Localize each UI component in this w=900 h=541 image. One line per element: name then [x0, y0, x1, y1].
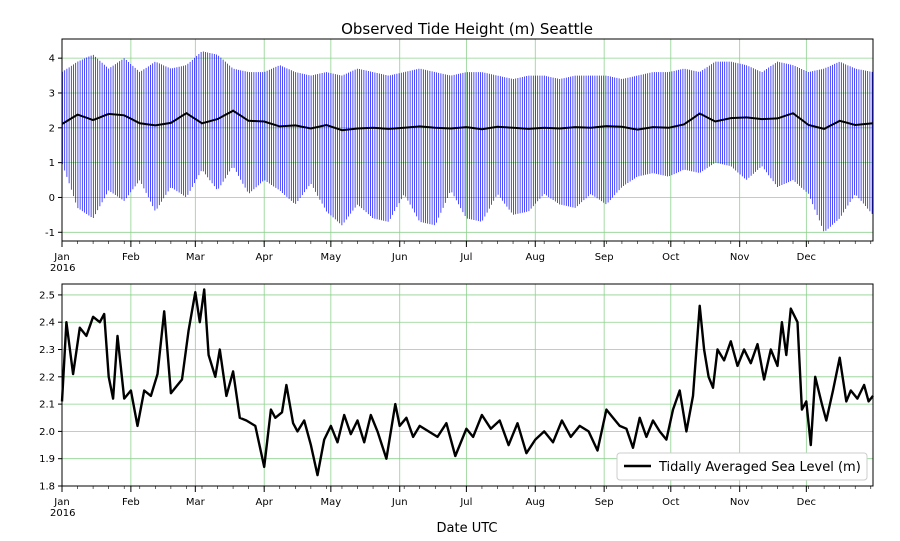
legend-label: Tidally Averaged Sea Level (m): [658, 460, 861, 475]
bottom-y-axis: 1.8 1.9 2.0 2.1 2.2 2.3 2.4 2.5: [39, 290, 62, 493]
top-y-tick-label: 3: [49, 88, 55, 99]
top-plot-frame: [61, 38, 874, 242]
legend: Tidally Averaged Sea Level (m): [616, 452, 868, 481]
bottom-y-tick-label: 1.8: [39, 482, 55, 493]
top-x-tick-label: May: [321, 252, 342, 263]
bottom-x-tick-label: Nov: [730, 497, 750, 508]
x-axis-label: Date UTC: [437, 521, 498, 536]
top-y-tick-label: 2: [49, 123, 55, 134]
top-x-tick-label: Apr: [256, 252, 274, 263]
bottom-x-tick-label: Dec: [797, 497, 816, 508]
top-x-tick-label: Oct: [662, 252, 679, 263]
top-x-tick-label: Dec: [797, 252, 816, 263]
top-x-axis: Jan Feb Mar Apr May Jun Jul Aug Sep Oct Nov Dec: [53, 241, 872, 263]
top-x-tick-label: Mar: [186, 252, 206, 263]
top-y-tick-label: 4: [49, 54, 55, 65]
bottom-y-tick-label: 2.3: [39, 345, 55, 356]
bottom-y-tick-label: 2.2: [39, 372, 55, 383]
top-y-tick-label: -1: [45, 228, 55, 239]
top-x-tick-label: Jan: [53, 252, 69, 263]
bottom-x-tick-label: Oct: [662, 497, 679, 508]
bottom-x-tick-label: Jun: [391, 497, 408, 508]
top-x-tick-label: Sep: [595, 252, 614, 263]
top-x-tick-label: Nov: [730, 252, 750, 263]
bottom-y-tick-label: 2.5: [39, 290, 55, 301]
observed-tide-bars: [62, 51, 873, 232]
bottom-y-tick-label: 2.4: [39, 318, 55, 329]
average-sea-level-line: [61, 109, 874, 132]
bottom-x-axis: Jan Feb Mar Apr May Jun Jul Aug Sep Oct Nov Dec: [53, 486, 872, 508]
chart-title: Observed Tide Height (m) Seattle: [341, 20, 593, 38]
legend-box: [616, 452, 868, 481]
bottom-x-tick-label: Jan: [53, 497, 69, 508]
top-y-tick-label: 0: [49, 193, 55, 204]
bottom-x-tick-label: Apr: [256, 497, 274, 508]
bottom-x-tick-label: May: [321, 497, 342, 508]
top-x-tick-label: Feb: [122, 252, 140, 263]
top-y-tick-label: 1: [49, 158, 55, 169]
bottom-x-tick-label: Aug: [526, 497, 546, 508]
top-x-tick-label: Aug: [526, 252, 546, 263]
bottom-x-tick-label: Mar: [186, 497, 206, 508]
bottom-y-tick-label: 2.1: [39, 400, 55, 411]
tidally-averaged-line: [60, 288, 874, 477]
top-year-label: 2016: [50, 263, 75, 274]
top-y-axis: -1 0 1 2 3 4: [45, 54, 62, 239]
bottom-x-tick-label: Sep: [595, 497, 614, 508]
bottom-x-tick-label: Jul: [459, 497, 472, 508]
bottom-year-label: 2016: [50, 508, 75, 519]
tide-height-chart: Observed Tide Height (m) Seattle -1 0 1 2 3 4…: [45, 20, 874, 274]
bottom-plot-frame: [61, 283, 874, 487]
bottom-y-tick-label: 1.9: [39, 454, 55, 465]
bottom-y-tick-label: 2.0: [39, 427, 55, 438]
top-x-tick-label: Jul: [459, 252, 472, 263]
top-x-tick-label: Jun: [391, 252, 408, 263]
bottom-x-tick-label: Feb: [122, 497, 140, 508]
sea-level-chart: 1.8 1.9 2.0 2.1 2.2 2.3 2.4 2.5 Jan Feb Mar Apr May…: [39, 283, 874, 536]
